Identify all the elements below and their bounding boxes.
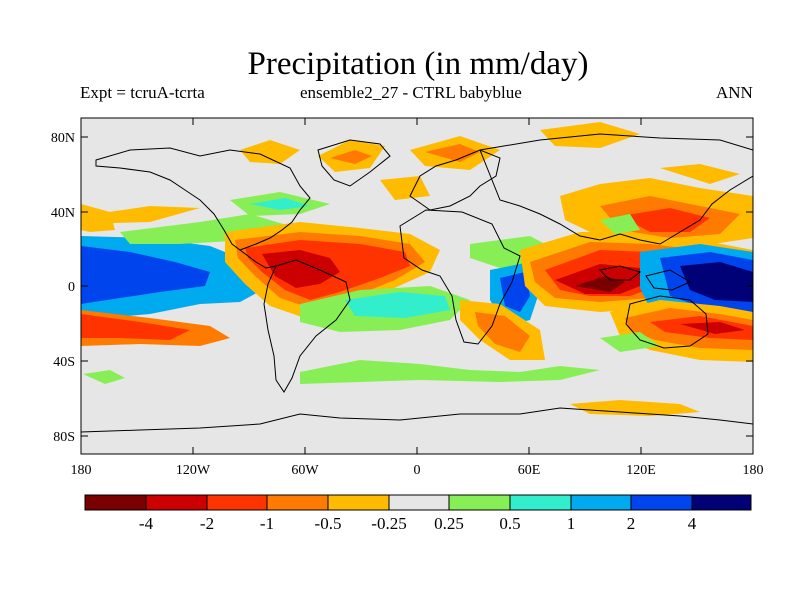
south-atlantic-wet-core	[345, 292, 450, 318]
colorbar-label-4: -0.5	[315, 514, 342, 533]
colorbar-swatch-11	[691, 494, 752, 511]
experiment-label: Expt = tcruA-tcrta	[80, 83, 205, 102]
southern-africa-dry-core	[475, 312, 530, 352]
greenland-dry-core	[330, 150, 372, 164]
colorbar-label-6: 0.25	[434, 514, 464, 533]
pacific-subtropic-dry-core	[81, 314, 190, 340]
colorbar-label-2: -2	[200, 514, 214, 533]
season-label: ANN	[716, 83, 753, 102]
colorbar-swatch-7	[448, 494, 511, 511]
lon-label-120e: 120E	[626, 463, 656, 478]
colorbar-label-9: 2	[627, 514, 636, 533]
south-pacific-dry-center	[680, 322, 745, 334]
central-america-coast	[239, 249, 277, 269]
colorbar-label-7: 0.5	[499, 514, 520, 533]
colorbar-swatch-5	[327, 494, 390, 511]
west-pacific-wet-core	[680, 262, 753, 302]
colorbar-swatch-2	[145, 494, 208, 511]
lon-label-0: 0	[414, 463, 421, 478]
colorbar-swatch-3	[206, 494, 268, 511]
indonesia-coast	[598, 265, 692, 291]
lon-label-60e: 60E	[518, 463, 541, 478]
lon-axis: 180 120W 60W 0 60E 120E 180	[71, 118, 764, 478]
colorbar-label-8: 1	[567, 514, 576, 533]
amazon-dry-core	[262, 250, 340, 288]
southern-ocean-dry-patch	[570, 400, 700, 416]
colorbar-swatch-9	[570, 494, 632, 511]
colorbar-swatch-4	[266, 494, 329, 511]
north-atlantic-wet-core	[250, 198, 310, 210]
lon-label-120w: 120W	[176, 463, 211, 478]
southern-ocean-wet-patch	[600, 332, 660, 352]
lat-label-80s: 80S	[53, 430, 75, 445]
southern-ocean-wet-band-west	[83, 370, 125, 384]
ensemble-label: ensemble2_27 - CTRL babyblue	[300, 83, 522, 102]
lon-label-180-left: 180	[71, 463, 92, 478]
lon-label-180-right: 180	[743, 463, 764, 478]
australia-coast	[625, 295, 709, 349]
africa-coast	[399, 209, 521, 345]
lat-label-40s: 40S	[53, 355, 75, 370]
east-asia-dry-core	[620, 208, 710, 232]
colorbar-label-10: 4	[688, 514, 697, 533]
precip-anomaly-shading	[81, 122, 753, 416]
lat-label-0: 0	[68, 280, 75, 295]
map-panel	[81, 118, 753, 454]
greenland-coast	[317, 139, 391, 187]
lat-label-40n: 40N	[51, 206, 75, 221]
india-wet-patch	[600, 214, 640, 234]
lon-label-60w: 60W	[291, 463, 319, 478]
lat-axis: 80N 40N 0 40S 80S	[51, 131, 753, 445]
coastlines	[81, 133, 753, 433]
colorbar-swatch-8	[509, 494, 572, 511]
north-pacific-dry-strip	[81, 206, 200, 224]
north-america-coast	[95, 147, 311, 251]
asia-coast	[479, 133, 753, 245]
north-asia-dry-patch	[660, 164, 740, 184]
south-america-coast	[263, 259, 351, 393]
southern-ocean-wet-band	[300, 360, 600, 384]
pacific-wet-band-mid	[81, 246, 210, 304]
antarctica-coast	[81, 407, 753, 433]
canada-dry-patch	[240, 140, 300, 164]
indian-ocean-west-wet-core	[500, 272, 530, 312]
colorbar-swatch-1	[84, 494, 147, 511]
colorbar-swatch-6	[388, 494, 450, 511]
colorbar-swatch-10	[630, 494, 693, 511]
colorbar-label-1: -4	[139, 514, 154, 533]
lat-label-80n: 80N	[51, 131, 75, 146]
colorbar: -4 -2 -1 -0.5 -0.25 0.25 0.5 1 2 4	[84, 494, 752, 533]
europe-coast	[409, 149, 501, 211]
map-title: Precipitation (in mm/day)	[247, 46, 589, 82]
colorbar-label-3: -1	[260, 514, 274, 533]
europe-dry-core	[425, 144, 480, 162]
colorbar-label-5: -0.25	[371, 514, 406, 533]
